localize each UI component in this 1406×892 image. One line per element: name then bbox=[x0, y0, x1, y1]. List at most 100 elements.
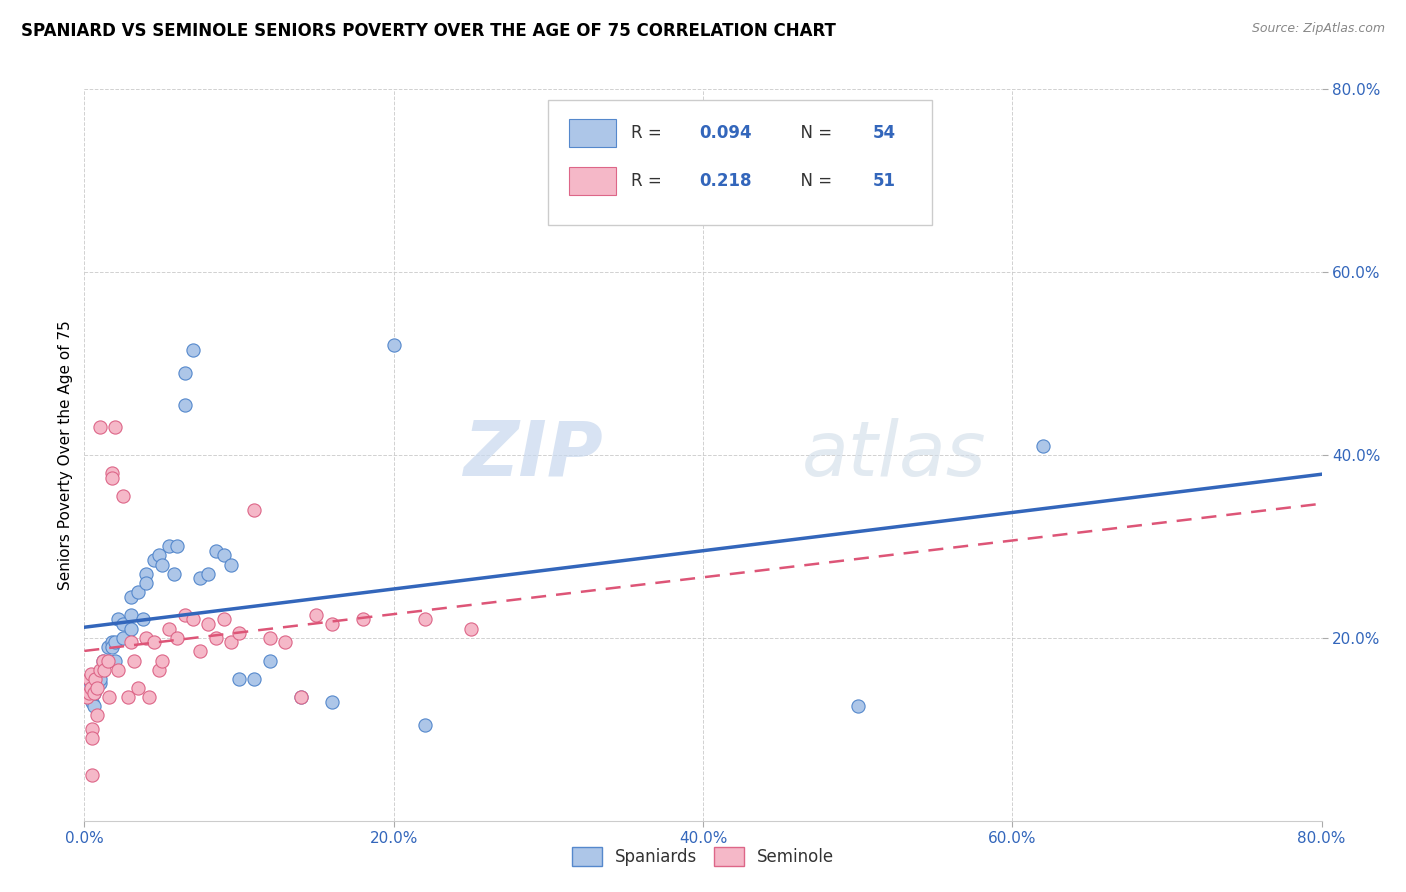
Point bbox=[82, 731, 104, 746]
Point bbox=[1032, 439, 1054, 453]
Point bbox=[413, 613, 436, 627]
Point bbox=[143, 635, 166, 649]
Point bbox=[77, 690, 100, 705]
Point bbox=[846, 699, 869, 714]
Point bbox=[127, 585, 149, 599]
Point bbox=[228, 626, 250, 640]
Point bbox=[76, 690, 98, 705]
Text: 0.094: 0.094 bbox=[699, 124, 752, 142]
Point bbox=[77, 685, 100, 699]
Point bbox=[159, 622, 180, 636]
Point bbox=[89, 672, 111, 686]
Point bbox=[243, 502, 266, 516]
Point bbox=[188, 644, 211, 658]
Text: N =: N = bbox=[790, 171, 837, 190]
Point bbox=[138, 690, 160, 705]
Point bbox=[91, 654, 114, 668]
Point bbox=[117, 690, 139, 705]
Point bbox=[143, 553, 166, 567]
Text: Source: ZipAtlas.com: Source: ZipAtlas.com bbox=[1251, 22, 1385, 36]
Legend: Spaniards, Seminole: Spaniards, Seminole bbox=[564, 838, 842, 874]
Point bbox=[219, 558, 242, 572]
Point bbox=[101, 635, 124, 649]
Point bbox=[166, 631, 188, 645]
Text: SPANIARD VS SEMINOLE SENIORS POVERTY OVER THE AGE OF 75 CORRELATION CHART: SPANIARD VS SEMINOLE SENIORS POVERTY OVE… bbox=[21, 22, 837, 40]
Text: N =: N = bbox=[790, 124, 837, 142]
Point bbox=[212, 549, 235, 563]
Point bbox=[174, 398, 197, 412]
Point bbox=[127, 681, 149, 695]
Point bbox=[104, 420, 127, 434]
Point bbox=[93, 658, 115, 673]
Point bbox=[89, 667, 111, 681]
Point bbox=[107, 613, 129, 627]
Point bbox=[205, 544, 228, 558]
FancyBboxPatch shape bbox=[548, 100, 932, 225]
Point bbox=[135, 566, 157, 581]
Point bbox=[163, 566, 186, 581]
Point bbox=[166, 539, 188, 553]
Text: ZIP: ZIP bbox=[464, 418, 605, 491]
Text: R =: R = bbox=[631, 171, 672, 190]
Text: atlas: atlas bbox=[801, 418, 987, 491]
Text: R =: R = bbox=[631, 124, 668, 142]
Point bbox=[290, 690, 312, 705]
Point bbox=[259, 654, 281, 668]
Point bbox=[83, 699, 105, 714]
Text: 0.218: 0.218 bbox=[699, 171, 752, 190]
Point bbox=[382, 338, 405, 352]
Point bbox=[107, 663, 129, 677]
Point bbox=[104, 654, 127, 668]
Point bbox=[86, 672, 108, 686]
Point bbox=[101, 466, 124, 480]
Point bbox=[96, 640, 118, 654]
Point bbox=[181, 613, 204, 627]
Point bbox=[104, 635, 127, 649]
Bar bbox=[569, 167, 616, 194]
Point bbox=[79, 681, 101, 695]
Point bbox=[96, 654, 118, 668]
Point bbox=[89, 663, 111, 677]
Point bbox=[321, 695, 343, 709]
Point bbox=[305, 607, 328, 622]
Point bbox=[82, 768, 104, 782]
Point bbox=[120, 590, 142, 604]
Point bbox=[98, 690, 121, 705]
Point bbox=[82, 672, 104, 686]
Point bbox=[352, 613, 374, 627]
Point bbox=[321, 617, 343, 632]
Point bbox=[120, 635, 142, 649]
Point bbox=[112, 617, 135, 632]
Point bbox=[120, 607, 142, 622]
Point bbox=[135, 631, 157, 645]
Point bbox=[188, 571, 211, 585]
Point bbox=[150, 558, 173, 572]
Point bbox=[205, 631, 228, 645]
Point bbox=[150, 654, 173, 668]
Point bbox=[83, 685, 105, 699]
Point bbox=[83, 685, 105, 699]
Point bbox=[132, 613, 155, 627]
Point bbox=[181, 343, 204, 357]
Point bbox=[197, 566, 219, 581]
Point bbox=[259, 631, 281, 645]
Point bbox=[135, 576, 157, 591]
Point bbox=[197, 617, 219, 632]
Point bbox=[96, 654, 118, 668]
Point bbox=[101, 640, 124, 654]
Point bbox=[122, 654, 145, 668]
Text: 51: 51 bbox=[873, 171, 896, 190]
Point bbox=[86, 667, 108, 681]
Point bbox=[93, 663, 115, 677]
Point bbox=[82, 695, 104, 709]
Point bbox=[148, 663, 170, 677]
Point bbox=[243, 672, 266, 686]
Point bbox=[86, 681, 108, 695]
Point bbox=[120, 622, 142, 636]
Point bbox=[460, 622, 482, 636]
Point bbox=[84, 672, 107, 686]
Point bbox=[159, 539, 180, 553]
Point bbox=[219, 635, 242, 649]
Point bbox=[413, 717, 436, 731]
Point bbox=[112, 489, 135, 503]
